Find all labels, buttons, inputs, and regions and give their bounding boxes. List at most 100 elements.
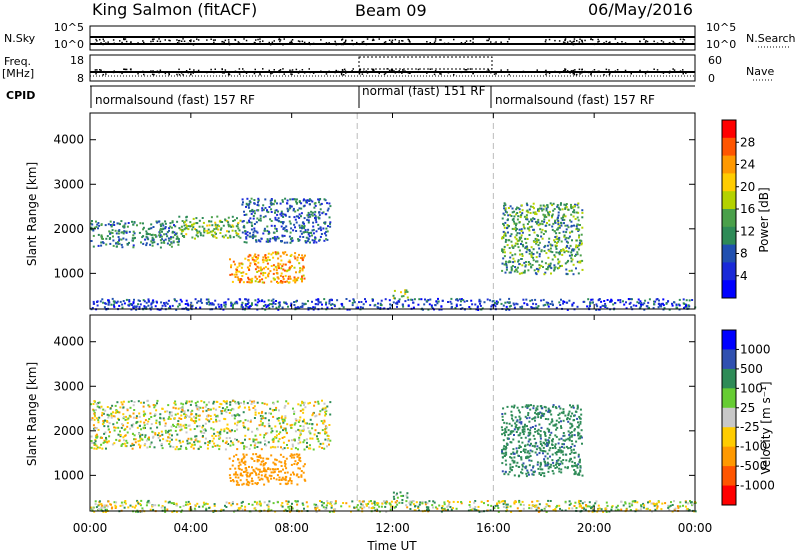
echo-cell — [352, 298, 355, 301]
echo-cell — [283, 406, 286, 409]
echo-cell — [551, 300, 554, 303]
echo-cell — [298, 224, 301, 227]
echo-cell — [207, 301, 210, 303]
echo-cell — [602, 510, 605, 513]
echo-cell — [576, 227, 579, 230]
echo-cell — [520, 243, 522, 245]
echo-cell — [317, 216, 320, 219]
echo-cell — [590, 507, 592, 510]
echo-cell — [289, 207, 292, 210]
echo-cell — [581, 216, 584, 219]
echo-cell — [124, 418, 127, 421]
echo-cell — [283, 478, 286, 481]
echo-cell — [571, 230, 574, 233]
echo-cell — [110, 416, 113, 419]
echo-cell — [267, 275, 270, 278]
echo-cell — [483, 301, 486, 304]
nsky-dot — [206, 39, 208, 41]
echo-cell — [150, 227, 153, 230]
echo-cell — [224, 303, 227, 306]
echo-cell — [185, 225, 188, 228]
echo-cell — [281, 265, 284, 268]
echo-cell — [253, 460, 256, 462]
echo-cell — [324, 428, 327, 431]
echo-cell — [571, 258, 574, 261]
echo-cell — [237, 406, 240, 409]
echo-cell — [506, 227, 508, 230]
echo-cell — [443, 503, 446, 506]
x-tick-label: 00:00 — [73, 521, 108, 535]
echo-cell — [259, 219, 262, 222]
echo-cell — [525, 245, 528, 248]
echo-cell — [557, 251, 560, 254]
echo-cell — [92, 409, 95, 412]
echo-cell — [318, 509, 321, 512]
echo-cell — [202, 429, 205, 431]
echo-cell — [519, 253, 521, 256]
echo-cell — [568, 269, 571, 272]
echo-cell — [321, 399, 323, 402]
echo-cell — [277, 262, 280, 265]
nsky-dot — [335, 43, 337, 46]
echo-cell — [290, 265, 293, 267]
freq-dot — [522, 70, 525, 73]
echo-cell — [191, 236, 194, 239]
echo-cell — [141, 236, 144, 239]
echo-cell — [254, 434, 257, 437]
echo-cell — [109, 232, 112, 235]
echo-cell — [107, 223, 110, 226]
echo-cell — [389, 503, 392, 506]
echo-cell — [196, 502, 199, 505]
echo-cell — [279, 453, 282, 456]
echo-cell — [231, 502, 234, 505]
echo-cell — [216, 444, 219, 447]
echo-cell — [665, 302, 668, 305]
echo-cell — [300, 207, 303, 210]
echo-cell — [527, 269, 530, 272]
echo-cell — [191, 228, 194, 231]
echo-cell — [262, 256, 265, 259]
echo-cell — [329, 205, 332, 208]
echo-cell — [185, 448, 188, 450]
echo-cell — [254, 299, 257, 302]
echo-cell — [503, 207, 506, 210]
echo-cell — [120, 243, 123, 246]
echo-cell — [103, 425, 106, 428]
echo-cell — [548, 505, 551, 508]
freq-dot — [254, 68, 256, 71]
echo-cell — [241, 306, 244, 309]
freq-dot — [365, 70, 368, 72]
echo-cell — [220, 221, 223, 223]
echo-cell — [221, 410, 224, 412]
echo-cell — [320, 233, 323, 235]
echo-cell — [538, 247, 541, 250]
echo-cell — [594, 502, 597, 505]
echo-cell — [635, 304, 638, 307]
echo-cell — [569, 422, 572, 425]
echo-cell — [329, 439, 332, 442]
echo-cell — [248, 281, 251, 284]
echo-cell — [502, 506, 505, 508]
echo-cell — [530, 254, 533, 257]
nave-tick-top: 60 — [708, 54, 722, 67]
echo-cell — [525, 216, 528, 219]
echo-cell — [631, 504, 634, 507]
echo-cell — [562, 453, 565, 456]
nsky-dot — [213, 41, 215, 44]
echo-cell — [524, 448, 527, 451]
echo-cell — [516, 406, 519, 409]
echo-cell — [501, 237, 503, 240]
echo-cell — [226, 230, 228, 233]
echo-cell — [576, 223, 579, 226]
echo-cell — [437, 300, 440, 303]
echo-cell — [571, 239, 573, 242]
echo-cell — [263, 402, 266, 405]
echo-cell — [255, 240, 258, 243]
echo-cell — [241, 500, 244, 503]
echo-cell — [185, 216, 188, 219]
echo-cell — [168, 307, 171, 310]
echo-cell — [229, 444, 232, 447]
echo-cell — [554, 236, 557, 238]
echo-cell — [673, 301, 675, 304]
echo-cell — [303, 507, 305, 510]
